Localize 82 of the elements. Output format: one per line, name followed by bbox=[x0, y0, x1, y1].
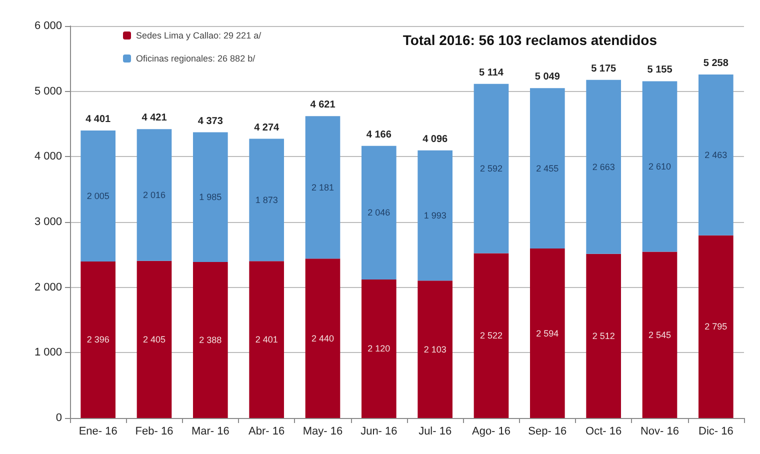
data-label: 2 463 bbox=[704, 150, 728, 160]
y-tick-label: 2 000 bbox=[34, 281, 62, 294]
y-tick-label: 4 000 bbox=[34, 150, 62, 163]
total-label: 4 401 bbox=[86, 114, 112, 125]
data-label: 2 522 bbox=[480, 330, 503, 341]
bar bbox=[474, 253, 509, 418]
bar bbox=[193, 262, 228, 418]
total-label: 5 155 bbox=[647, 64, 673, 76]
legend-label: Sedes Lima y Callao: 29 221 a/ bbox=[136, 30, 262, 40]
bar bbox=[136, 129, 172, 261]
x-tick-label: Ago- 16 bbox=[472, 426, 511, 438]
x-tick-label: Sep- 16 bbox=[528, 426, 567, 438]
data-label: 2 405 bbox=[142, 334, 166, 344]
bar bbox=[474, 84, 509, 254]
y-tick-label: 0 bbox=[56, 412, 62, 424]
data-label: 2 610 bbox=[648, 161, 672, 172]
total-label: 4 274 bbox=[254, 122, 280, 134]
data-label: 2 388 bbox=[199, 334, 222, 345]
bar bbox=[193, 132, 228, 262]
x-tick-label: Oct- 16 bbox=[586, 426, 622, 438]
bar bbox=[418, 150, 452, 281]
x-tick-label: Abr- 16 bbox=[248, 426, 285, 438]
bar bbox=[136, 260, 172, 418]
data-label: 2 795 bbox=[704, 322, 728, 332]
data-label: 2 594 bbox=[536, 328, 559, 338]
bar bbox=[362, 279, 396, 418]
bar bbox=[586, 80, 621, 254]
bar bbox=[642, 252, 678, 418]
data-label: 2 663 bbox=[592, 162, 615, 172]
total-label: 4 373 bbox=[198, 116, 224, 127]
x-tick-label: Jun- 16 bbox=[360, 426, 398, 438]
y-tick-label: 6 000 bbox=[34, 20, 62, 32]
chart-title: Total 2016: 56 103 reclamos atendidos bbox=[402, 32, 658, 48]
bar bbox=[642, 81, 678, 252]
data-label: 2 181 bbox=[311, 182, 334, 192]
total-label: 5 114 bbox=[479, 67, 504, 78]
data-label: 1 985 bbox=[199, 192, 222, 202]
y-tick-label: 5 000 bbox=[34, 85, 62, 98]
x-tick-label: Ene- 16 bbox=[78, 426, 118, 438]
total-label: 4 621 bbox=[310, 100, 336, 111]
bar bbox=[80, 261, 116, 418]
data-label: 2 455 bbox=[536, 163, 559, 174]
data-label: 2 396 bbox=[86, 334, 110, 345]
y-tick-label: 3 000 bbox=[34, 216, 62, 228]
bar bbox=[362, 146, 396, 280]
bar bbox=[305, 258, 340, 418]
total-label: 5 175 bbox=[591, 63, 617, 74]
total-label: 4 096 bbox=[422, 134, 448, 145]
bar bbox=[249, 138, 284, 262]
data-label: 2 401 bbox=[255, 334, 278, 345]
data-label: 2 440 bbox=[311, 333, 334, 344]
x-tick-label: Feb- 16 bbox=[135, 426, 174, 438]
bar bbox=[305, 116, 340, 259]
bar bbox=[249, 261, 284, 418]
bar bbox=[530, 248, 565, 418]
data-label: 2 046 bbox=[368, 208, 390, 218]
total-label: 5 049 bbox=[534, 72, 560, 83]
data-label: 2 120 bbox=[368, 344, 390, 354]
data-label: 1 873 bbox=[255, 194, 278, 205]
bar bbox=[586, 254, 621, 418]
x-tick-label: Dic- 16 bbox=[698, 426, 734, 438]
data-label: 2 512 bbox=[592, 330, 615, 341]
legend-label: Oficinas regionales: 26 882 b/ bbox=[136, 54, 256, 64]
y-tick-label: 1 000 bbox=[34, 346, 62, 359]
data-label: 1 993 bbox=[424, 210, 446, 220]
data-label: 2 545 bbox=[648, 330, 672, 340]
total-label: 4 421 bbox=[142, 112, 168, 124]
data-label: 2 016 bbox=[142, 190, 166, 200]
data-label: 2 103 bbox=[424, 344, 446, 354]
bar bbox=[698, 235, 734, 418]
total-label: 5 258 bbox=[703, 58, 729, 69]
total-label: 4 166 bbox=[366, 129, 392, 140]
bar bbox=[80, 130, 116, 262]
bar bbox=[698, 74, 734, 236]
x-tick-label: Nov- 16 bbox=[640, 426, 680, 438]
data-label: 2 005 bbox=[86, 190, 110, 201]
bar bbox=[530, 88, 565, 249]
x-tick-label: Jul- 16 bbox=[418, 426, 452, 438]
x-tick-label: May- 16 bbox=[302, 426, 343, 438]
data-label: 2 592 bbox=[480, 164, 503, 174]
x-tick-label: Mar- 16 bbox=[191, 426, 230, 438]
bar bbox=[418, 280, 452, 418]
